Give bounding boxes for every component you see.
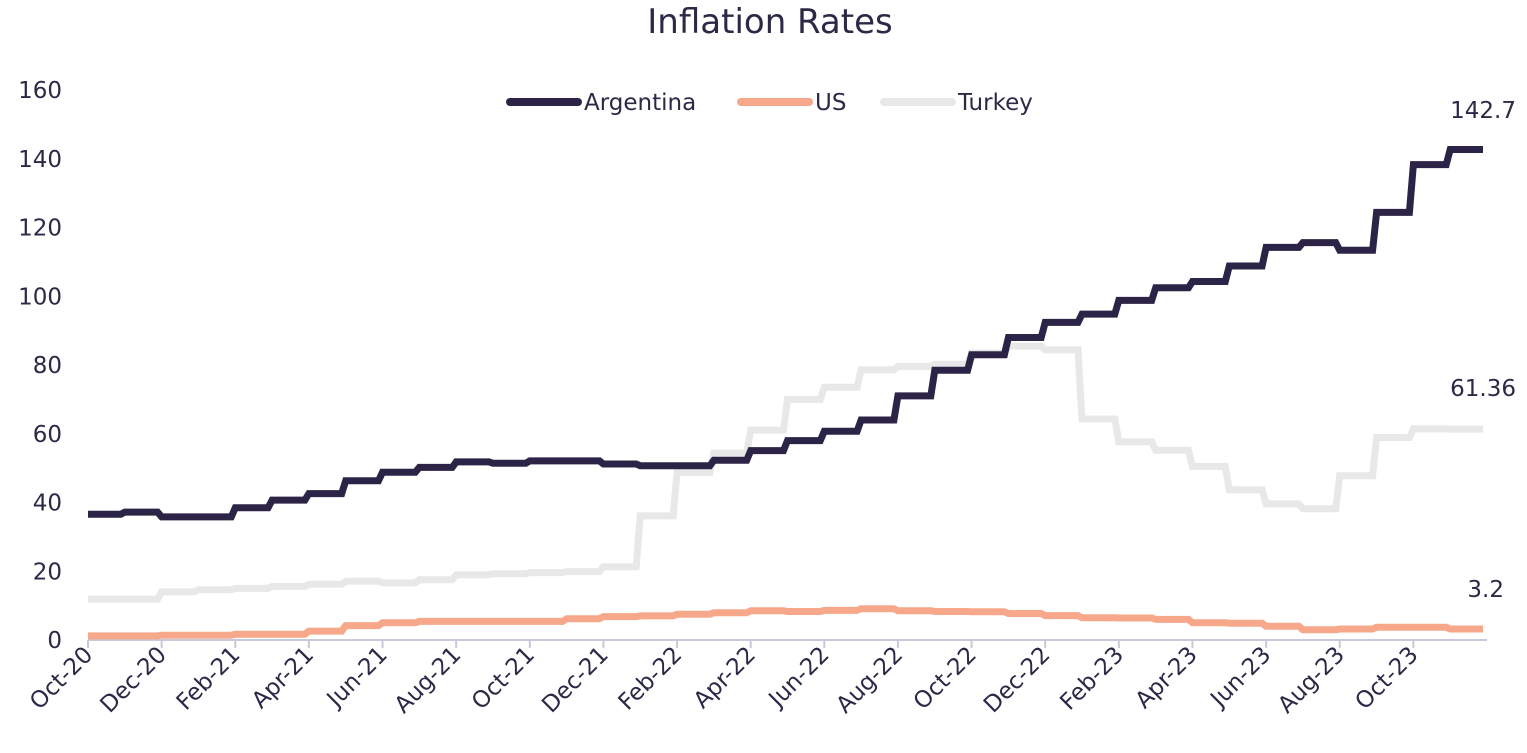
end-label-turkey: 61.36 bbox=[1450, 376, 1516, 402]
y-tick-label: 100 bbox=[18, 284, 62, 310]
x-tick-label: Aug-21 bbox=[390, 642, 467, 719]
y-tick-label: 160 bbox=[18, 78, 62, 104]
end-label-argentina: 142.7 bbox=[1450, 98, 1516, 124]
series-line-turkey bbox=[88, 342, 1483, 603]
legend-item-turkey: Turkey bbox=[880, 90, 1033, 116]
x-tick-label: Aug-22 bbox=[831, 642, 908, 719]
end-label-us: 3.2 bbox=[1467, 577, 1504, 603]
x-tick-label: Apr-22 bbox=[689, 642, 761, 714]
y-tick-label: 140 bbox=[18, 147, 62, 173]
y-tick-label: 120 bbox=[18, 216, 62, 242]
x-tick-label: Jun-21 bbox=[321, 642, 393, 714]
series-line-us bbox=[88, 605, 1483, 640]
x-tick-label: Oct-22 bbox=[909, 642, 982, 715]
y-tick-label: 20 bbox=[33, 559, 62, 585]
y-tick-label: 80 bbox=[33, 353, 62, 379]
y-axis: 0 20 40 60 80 100 120 140 160 bbox=[18, 78, 62, 654]
x-tick-label: Oct-23 bbox=[1351, 642, 1424, 715]
x-tick-label: Feb-21 bbox=[172, 642, 246, 716]
legend-label-turkey: Turkey bbox=[957, 90, 1033, 116]
x-tick-label: Oct-21 bbox=[467, 642, 540, 715]
y-tick-label: 40 bbox=[33, 491, 62, 517]
legend: Argentina US Turkey bbox=[506, 90, 1033, 116]
x-tick-label: Feb-23 bbox=[1055, 642, 1129, 716]
x-tick-label: Aug-23 bbox=[1273, 642, 1350, 719]
x-tick-label: Apr-23 bbox=[1131, 642, 1203, 714]
y-tick-label: 0 bbox=[47, 628, 62, 654]
end-labels: 142.7 61.36 3.2 bbox=[1450, 98, 1516, 603]
x-tick-label: Apr-21 bbox=[247, 642, 319, 714]
x-tick-label: Jun-22 bbox=[763, 642, 835, 714]
series-layer bbox=[88, 146, 1483, 640]
legend-label-us: US bbox=[815, 90, 846, 116]
legend-item-us: US bbox=[737, 90, 846, 116]
series-line-argentina bbox=[88, 146, 1483, 521]
x-tick-label: Feb-22 bbox=[614, 642, 688, 716]
y-tick-label: 60 bbox=[33, 422, 62, 448]
x-tick-label: Dec-22 bbox=[979, 642, 1055, 718]
x-tick-label: Dec-20 bbox=[95, 642, 171, 718]
x-tick-label: Dec-21 bbox=[537, 642, 613, 718]
chart-title: Inflation Rates bbox=[647, 2, 892, 42]
legend-item-argentina: Argentina bbox=[506, 90, 696, 116]
x-tick-label: Jun-23 bbox=[1205, 642, 1277, 714]
legend-label-argentina: Argentina bbox=[584, 90, 696, 116]
